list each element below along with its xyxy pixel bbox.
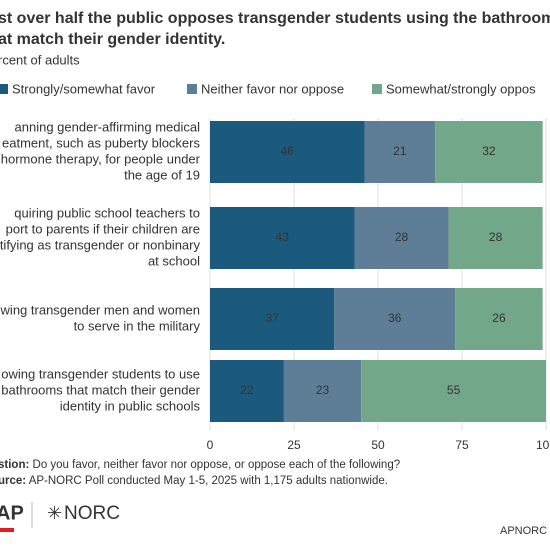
logo-bar xyxy=(0,528,14,532)
legend-swatch xyxy=(0,84,8,94)
chart-title: st over half the public opposes transgen… xyxy=(0,10,550,27)
bar-segment xyxy=(210,360,284,422)
category-label: to serve in the military xyxy=(74,318,201,333)
value-label: 28 xyxy=(395,230,409,244)
chart-title: at match their gender identity. xyxy=(0,31,225,48)
legend-label: Strongly/somewhat favor xyxy=(12,81,156,96)
bar-segment xyxy=(435,121,543,183)
credit: APNORC xyxy=(500,525,547,537)
bar-segment xyxy=(455,288,543,350)
x-tick-label: 100 xyxy=(536,438,550,452)
legend-label: Somewhat/strongly oppos xyxy=(386,81,536,96)
value-label: 22 xyxy=(240,383,254,397)
category-label: owing transgender students to use xyxy=(1,366,200,381)
bar-segment xyxy=(283,360,362,422)
bar-segment xyxy=(210,288,335,350)
source-note: urce: AP-NORC Poll conducted May 1-5, 20… xyxy=(0,475,388,487)
x-tick-label: 75 xyxy=(455,438,469,452)
category-label: eatment, such as puberty blockers xyxy=(2,135,200,150)
value-label: 26 xyxy=(492,311,506,325)
legend-swatch xyxy=(187,84,197,94)
value-label: 46 xyxy=(281,144,295,158)
category-label: bathrooms that match their gender xyxy=(1,382,200,397)
category-label: at school xyxy=(148,253,200,268)
value-label: 32 xyxy=(482,144,496,158)
logo-star: ✳ xyxy=(47,503,62,523)
value-label: 23 xyxy=(316,383,330,397)
question-label: stion: xyxy=(0,459,29,471)
logo-ap: AP xyxy=(0,502,24,524)
source-text: AP-NORC Poll conducted May 1-5, 2025 wit… xyxy=(29,475,388,487)
bar-segment xyxy=(448,207,543,269)
category-label: wing transgender men and women xyxy=(0,302,200,317)
x-tick-label: 50 xyxy=(371,438,385,452)
category-label: the age of 19 xyxy=(124,167,200,182)
value-label: 43 xyxy=(276,230,290,244)
source-label: urce: xyxy=(0,475,26,487)
subtitle: rcent of adults xyxy=(0,52,80,67)
value-label: 55 xyxy=(447,383,461,397)
category-label: quiring public school teachers to xyxy=(14,205,200,220)
bar-segment xyxy=(210,207,355,269)
x-tick-label: 25 xyxy=(287,438,301,452)
category-label: tifying as transgender or nonbinary xyxy=(0,237,200,252)
category-label: port to parents if their children are xyxy=(6,221,200,236)
bar-segment xyxy=(364,121,436,183)
bar-segment xyxy=(210,121,365,183)
value-label: 21 xyxy=(393,144,407,158)
logo-norc: NORC xyxy=(64,503,120,524)
bar-segment xyxy=(334,288,456,350)
value-label: 37 xyxy=(265,311,279,325)
legend-label: Neither favor nor oppose xyxy=(201,81,344,96)
value-label: 36 xyxy=(388,311,402,325)
category-label: anning gender-affirming medical xyxy=(15,119,201,134)
bar-segment xyxy=(354,207,449,269)
category-label: identity in public schools xyxy=(60,398,201,413)
legend-swatch xyxy=(372,84,382,94)
question-text: Do you favor, neither favor nor oppose, … xyxy=(33,459,401,471)
bar-segment xyxy=(361,360,546,422)
category-label: hormone therapy, for people under xyxy=(1,151,201,166)
question-note: stion: Do you favor, neither favor nor o… xyxy=(0,459,400,471)
x-tick-label: 0 xyxy=(207,438,214,452)
value-label: 28 xyxy=(489,230,503,244)
